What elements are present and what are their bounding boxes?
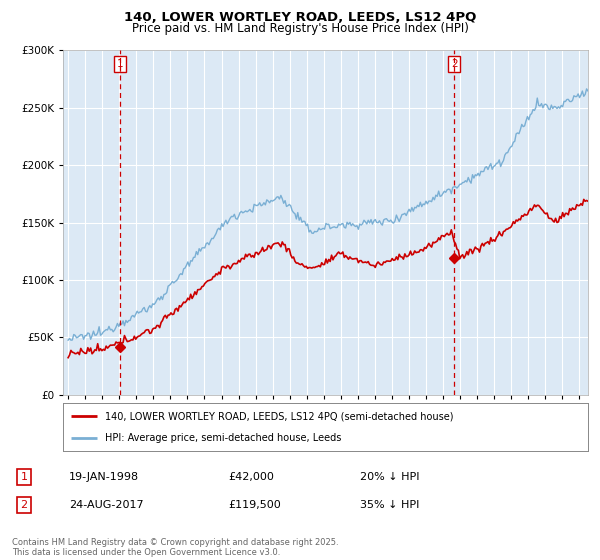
Text: 2: 2 <box>20 500 28 510</box>
Text: 140, LOWER WORTLEY ROAD, LEEDS, LS12 4PQ (semi-detached house): 140, LOWER WORTLEY ROAD, LEEDS, LS12 4PQ… <box>105 411 454 421</box>
Text: £42,000: £42,000 <box>228 472 274 482</box>
Text: 1: 1 <box>117 59 124 69</box>
Text: 19-JAN-1998: 19-JAN-1998 <box>69 472 139 482</box>
Text: 2: 2 <box>451 59 458 69</box>
Text: Price paid vs. HM Land Registry's House Price Index (HPI): Price paid vs. HM Land Registry's House … <box>131 22 469 35</box>
Text: Contains HM Land Registry data © Crown copyright and database right 2025.
This d: Contains HM Land Registry data © Crown c… <box>12 538 338 557</box>
Text: 24-AUG-2017: 24-AUG-2017 <box>69 500 143 510</box>
Text: 35% ↓ HPI: 35% ↓ HPI <box>360 500 419 510</box>
Text: 1: 1 <box>20 472 28 482</box>
Text: £119,500: £119,500 <box>228 500 281 510</box>
Text: HPI: Average price, semi-detached house, Leeds: HPI: Average price, semi-detached house,… <box>105 433 341 443</box>
Text: 140, LOWER WORTLEY ROAD, LEEDS, LS12 4PQ: 140, LOWER WORTLEY ROAD, LEEDS, LS12 4PQ <box>124 11 476 24</box>
Text: 20% ↓ HPI: 20% ↓ HPI <box>360 472 419 482</box>
